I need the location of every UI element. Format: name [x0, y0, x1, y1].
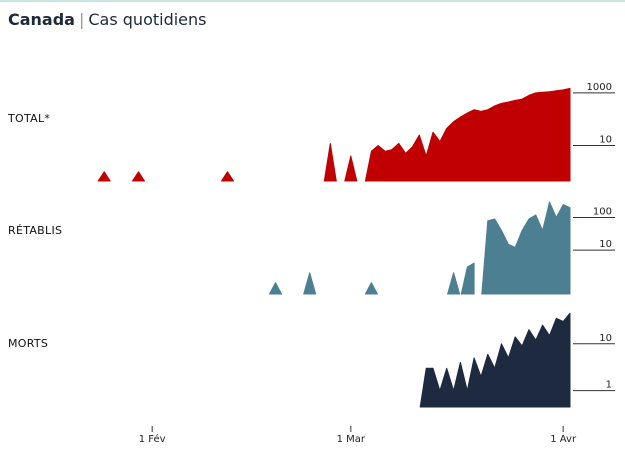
x-tick-label-0: 1 Fév [139, 433, 166, 445]
area-0-segment-2 [221, 171, 234, 182]
area-0-segment-1 [132, 171, 145, 182]
y-tick-label-0-0: 1000 [587, 82, 612, 93]
area-0-segment-3 [323, 142, 337, 182]
chart-subtitle: Cas quotidiens [88, 10, 207, 29]
x-tick-label-1: 1 Mar [337, 434, 366, 445]
area-1-segment-3 [447, 272, 461, 295]
area-1-segment-0 [269, 282, 282, 295]
country-name: Canada [8, 10, 75, 29]
panel-label-morts: MORTS [8, 337, 49, 350]
chart-header: Canada | Cas quotidiens [8, 10, 207, 29]
area-1-segment-2 [364, 282, 378, 295]
area-1-segment-1 [303, 272, 317, 295]
area-0-segment-0 [97, 171, 111, 182]
x-tick-label-2: 1 Avr [550, 434, 577, 445]
title-separator: | [78, 10, 85, 29]
area-2-segment-0 [419, 312, 571, 408]
panel-label-retablis: RÉTABLIS [8, 224, 63, 237]
y-tick-label-2-0: 10 [599, 333, 612, 344]
area-1-segment-5 [481, 201, 571, 295]
top-border [0, 0, 625, 2]
y-tick-label-1-0: 100 [593, 207, 612, 218]
area-0-segment-5 [364, 87, 571, 182]
area-1-segment-4 [460, 262, 475, 295]
y-tick-label-2-1: 1 [606, 380, 612, 391]
area-0-segment-4 [344, 155, 358, 182]
y-tick-label-0-1: 10 [599, 134, 612, 145]
y-tick-label-1-1: 10 [599, 239, 612, 250]
panel-label-total: TOTAL* [8, 112, 51, 125]
